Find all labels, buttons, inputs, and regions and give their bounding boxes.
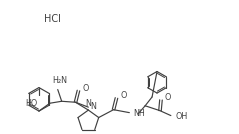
- Text: NH: NH: [133, 109, 145, 118]
- Text: O: O: [165, 93, 171, 103]
- Text: OH: OH: [176, 112, 188, 121]
- Text: O: O: [120, 92, 127, 100]
- Text: HCl: HCl: [44, 14, 61, 24]
- Text: N: N: [90, 102, 96, 111]
- Text: O: O: [82, 84, 89, 93]
- Text: H₂N: H₂N: [52, 76, 67, 85]
- Text: HO: HO: [26, 99, 38, 108]
- Text: N: N: [85, 99, 91, 108]
